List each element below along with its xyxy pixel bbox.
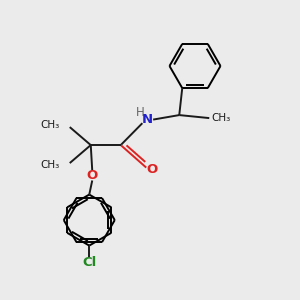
Text: CH₃: CH₃ xyxy=(212,113,231,123)
Text: O: O xyxy=(87,169,98,182)
Text: N: N xyxy=(142,113,153,126)
Text: H: H xyxy=(136,106,145,119)
Text: Cl: Cl xyxy=(82,256,96,269)
Text: O: O xyxy=(146,164,157,176)
Text: CH₃: CH₃ xyxy=(40,160,59,170)
Text: CH₃: CH₃ xyxy=(40,120,59,130)
